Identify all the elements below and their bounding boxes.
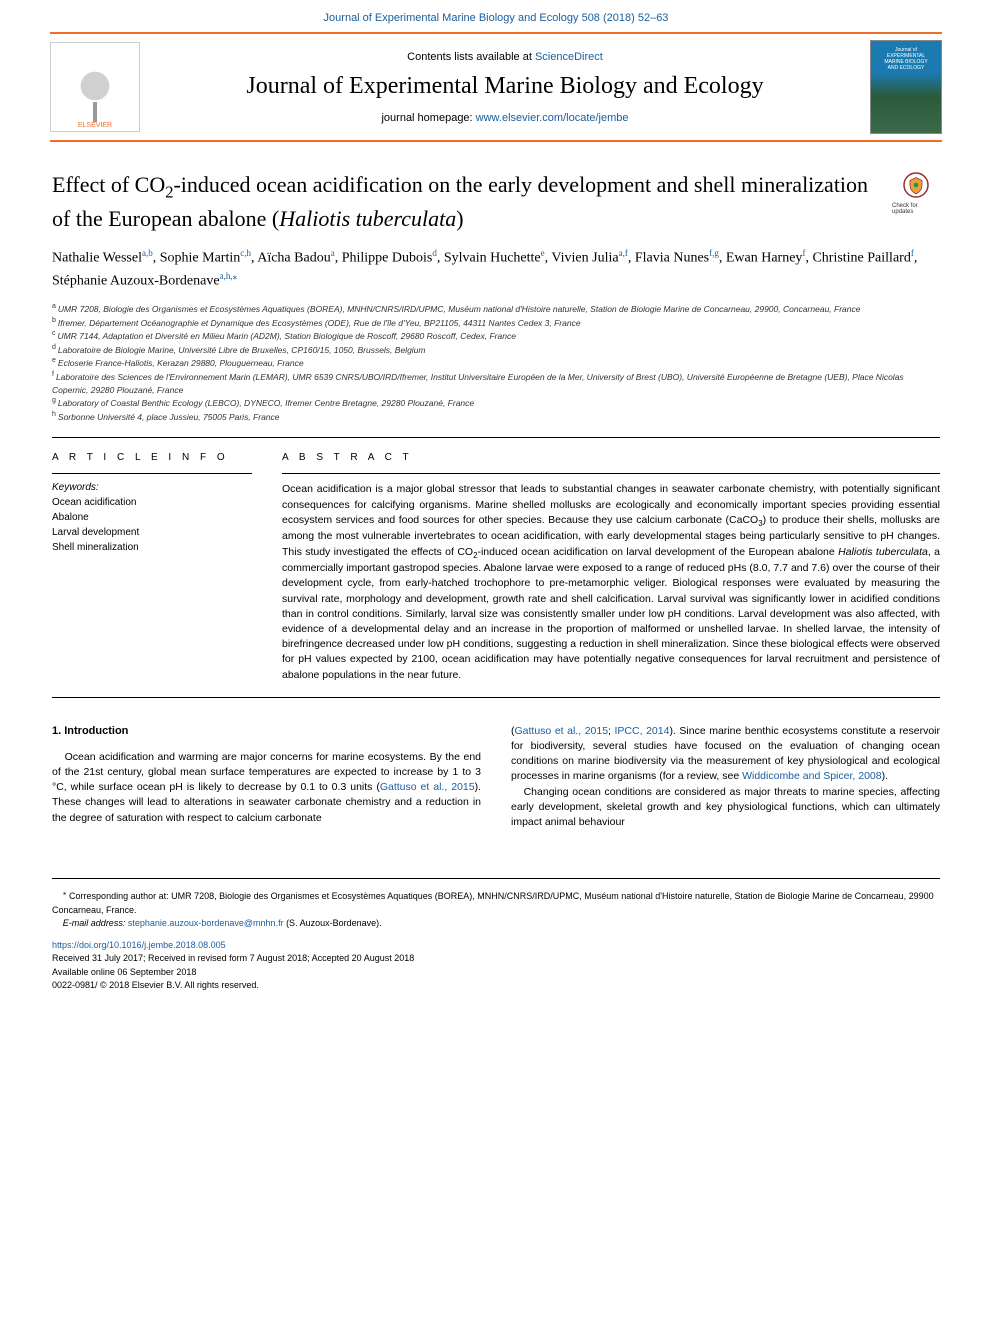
keywords-list: Ocean acidificationAbaloneLarval develop… — [52, 495, 252, 555]
copyright-line: 0022-0981/ © 2018 Elsevier B.V. All righ… — [52, 979, 940, 993]
affiliation-line: dLaboratoire de Biologie Marine, Univers… — [52, 343, 940, 357]
affiliation-line: aUMR 7208, Biologie des Organismes et Ec… — [52, 302, 940, 316]
check-updates-label: Check for updates — [892, 203, 940, 215]
running-head-link[interactable]: Journal of Experimental Marine Biology a… — [324, 12, 669, 24]
email-suffix: (S. Auzoux-Bordenave). — [284, 918, 382, 928]
body-paragraph: Ocean acidification and warming are majo… — [52, 750, 481, 826]
title-species: Haliotis tuberculata — [279, 206, 456, 231]
homepage-prefix: journal homepage: — [381, 112, 475, 124]
affiliation-line: hSorbonne Université 4, place Jussieu, 7… — [52, 410, 940, 424]
divider — [52, 437, 940, 438]
contents-line: Contents lists available at ScienceDirec… — [156, 51, 854, 63]
homepage-link[interactable]: www.elsevier.com/locate/jembe — [476, 112, 629, 124]
journal-title: Journal of Experimental Marine Biology a… — [156, 73, 854, 100]
affiliation-line: fLaboratoire des Sciences de l'Environne… — [52, 370, 940, 396]
keyword: Ocean acidification — [52, 495, 252, 510]
author-list: Nathalie Wessela,b, Sophie Martinc,h, Aï… — [52, 247, 940, 292]
keyword: Shell mineralization — [52, 540, 252, 555]
divider — [282, 473, 940, 474]
article-title: Effect of CO2-induced ocean acidificatio… — [52, 170, 876, 233]
affiliation-line: eEcloserie France-Haliotis, Kerazan 2988… — [52, 356, 940, 370]
running-head: Journal of Experimental Marine Biology a… — [0, 0, 992, 32]
corr-text: Corresponding author at: UMR 7208, Biolo… — [52, 891, 934, 915]
affiliation-line: gLaboratory of Coastal Benthic Ecology (… — [52, 396, 940, 410]
homepage-line: journal homepage: www.elsevier.com/locat… — [156, 112, 854, 124]
doi-link[interactable]: https://doi.org/10.1016/j.jembe.2018.08.… — [52, 940, 226, 950]
abstract-text: Ocean acidification is a major global st… — [282, 482, 940, 682]
masthead: ELSEVIER Contents lists available at Sci… — [50, 32, 942, 142]
check-updates-badge[interactable]: Check for updates — [892, 170, 940, 215]
keyword: Larval development — [52, 525, 252, 540]
elsevier-wordmark: ELSEVIER — [78, 122, 112, 129]
body-text: 1. Introduction Ocean acidification and … — [52, 724, 940, 831]
corr-email-link[interactable]: stephanie.auzoux-bordenave@mnhn.fr — [128, 918, 284, 928]
footnotes: ⁎ Corresponding author at: UMR 7208, Bio… — [52, 878, 940, 931]
body-paragraph: Changing ocean conditions are considered… — [511, 785, 940, 831]
affiliations: aUMR 7208, Biologie des Organismes et Ec… — [52, 302, 940, 423]
journal-cover-thumbnail: Journal of EXPERIMENTAL MARINE BIOLOGY A… — [870, 40, 942, 134]
elsevier-tree-icon — [65, 62, 125, 122]
keywords-label: Keywords: — [52, 482, 252, 493]
masthead-center: Contents lists available at ScienceDirec… — [140, 51, 870, 124]
title-part: Effect of CO — [52, 172, 165, 197]
contents-prefix: Contents lists available at — [407, 51, 535, 63]
available-line: Available online 06 September 2018 — [52, 966, 940, 980]
section-heading-intro: 1. Introduction — [52, 724, 481, 740]
divider — [52, 473, 252, 474]
article-info-label: A R T I C L E I N F O — [52, 452, 252, 463]
affiliation-line: cUMR 7144, Adaptation et Diversité en Mi… — [52, 329, 940, 343]
body-paragraph: (Gattuso et al., 2015; IPCC, 2014). Sinc… — [511, 724, 940, 785]
publication-info: https://doi.org/10.1016/j.jembe.2018.08.… — [52, 939, 940, 993]
received-line: Received 31 July 2017; Received in revis… — [52, 952, 940, 966]
divider — [52, 697, 940, 698]
title-part: ) — [456, 206, 463, 231]
sciencedirect-link[interactable]: ScienceDirect — [535, 51, 603, 63]
cover-line: AND ECOLOGY — [873, 65, 939, 71]
email-label: E-mail address: — [63, 918, 128, 928]
check-updates-icon — [901, 170, 931, 200]
elsevier-logo: ELSEVIER — [50, 42, 140, 132]
abstract-label: A B S T R A C T — [282, 452, 940, 463]
affiliation-line: bIfremer, Département Océanographie et D… — [52, 316, 940, 330]
keyword: Abalone — [52, 510, 252, 525]
